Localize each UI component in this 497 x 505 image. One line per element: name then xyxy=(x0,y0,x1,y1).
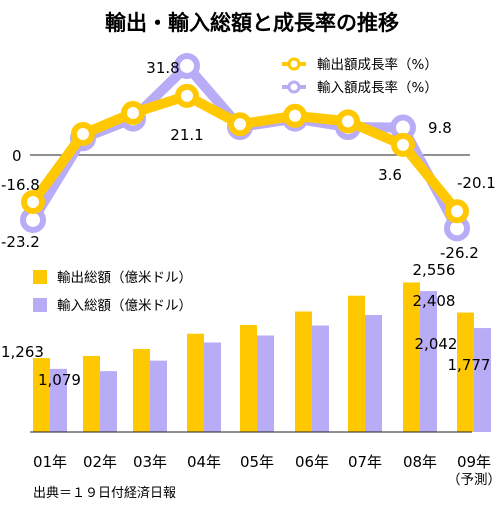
bar-1-5 xyxy=(312,325,329,432)
x-tick-3: 04年 xyxy=(187,453,221,471)
line-legend-marker-0 xyxy=(287,57,301,71)
bar-0-3 xyxy=(187,333,204,432)
bar-0-4 xyxy=(240,324,257,432)
bar-legend-label-1: 輸入総額（億米ドル） xyxy=(57,298,192,314)
line-legend-label-0: 輸出額成長率（%） xyxy=(317,56,438,73)
growth-label-1-7: 9.8 xyxy=(428,119,452,137)
bar-0-8 xyxy=(457,312,474,432)
bar-1-3 xyxy=(204,342,221,432)
growth-label-0-0: -16.8 xyxy=(1,176,40,194)
growth-label-1-3: 31.8 xyxy=(146,59,179,77)
series-point-0-5 xyxy=(283,103,307,128)
bar-label-0-7: 2,556 xyxy=(413,261,456,279)
series-line-0 xyxy=(28,90,461,215)
growth-label-0-8: -20.1 xyxy=(457,174,496,192)
zero-label: 0 xyxy=(12,147,22,165)
bar-label-0-0: 1,263 xyxy=(1,343,44,361)
bar-legend-swatch-1 xyxy=(33,298,47,312)
growth-label-1-8: -26.2 xyxy=(440,244,479,262)
series-point-0-1 xyxy=(71,122,95,146)
bar-1-1 xyxy=(100,371,117,432)
series-point-1-3 xyxy=(174,52,200,79)
bar-label-1-7: 2,408 xyxy=(413,292,456,310)
bar-label-0-8: 2,042 xyxy=(415,335,458,353)
bar-0-2 xyxy=(133,348,150,432)
x-tick-1: 02年 xyxy=(83,453,117,471)
bar-0-0 xyxy=(33,358,50,432)
x-tick-2: 03年 xyxy=(133,453,167,471)
bar-1-4 xyxy=(257,335,274,432)
series-point-0-3 xyxy=(175,83,199,108)
series-point-0-7 xyxy=(391,132,415,157)
line-legend-marker-1 xyxy=(287,80,301,94)
bar-1-6 xyxy=(365,315,382,432)
x-tick-6: 07年 xyxy=(348,453,382,471)
trade-bar-chart: 01年 02年 03年 04年 05年 06年 07年 08年 09年（予測） 1,263 1,07… xyxy=(1,261,497,488)
bar-0-6 xyxy=(348,295,365,432)
bar-legend-label-0: 輸出総額（億米ドル） xyxy=(57,270,192,286)
bar-0-1 xyxy=(83,355,100,432)
source-note: 出典＝１９日付経済日報 xyxy=(33,485,176,501)
bar-label-1-0: 1,079 xyxy=(38,371,81,389)
x-tick-0: 01年 xyxy=(33,453,67,471)
x-tick-8: 09年 xyxy=(457,453,491,471)
series-point-0-2 xyxy=(121,101,145,125)
bar-1-2 xyxy=(150,360,167,432)
series-point-0-4 xyxy=(228,112,252,137)
bar-1-7 xyxy=(420,291,437,432)
growth-label-0-3: 21.1 xyxy=(170,126,203,144)
bar-1-0 xyxy=(50,368,67,432)
x-tick-7: 08年 xyxy=(403,453,437,471)
bar-0-5 xyxy=(295,311,312,432)
growth-line-chart: 0 21.1 31.8 3.6 9.8 -20.1 -26.2 -16.8 -23.2 輸出額成長… xyxy=(1,52,496,262)
bar-0-7 xyxy=(403,282,420,432)
series-point-0-0 xyxy=(21,190,45,215)
bar-label-1-8: 1,777 xyxy=(448,356,491,374)
bar-1-8 xyxy=(474,328,491,432)
growth-label-1-0: -23.2 xyxy=(1,233,40,251)
series-point-0-8 xyxy=(445,199,469,224)
chart-title: 輸出・輸入総額と成長率の推移 xyxy=(105,11,399,35)
series-point-0-6 xyxy=(336,109,360,134)
forecast-note: （予測） xyxy=(447,472,497,488)
growth-label-0-7: 3.6 xyxy=(378,166,402,184)
x-tick-5: 06年 xyxy=(295,453,329,471)
line-legend-label-1: 輸入額成長率（%） xyxy=(317,79,438,96)
bar-legend-swatch-0 xyxy=(33,270,47,284)
x-tick-4: 05年 xyxy=(240,453,274,471)
